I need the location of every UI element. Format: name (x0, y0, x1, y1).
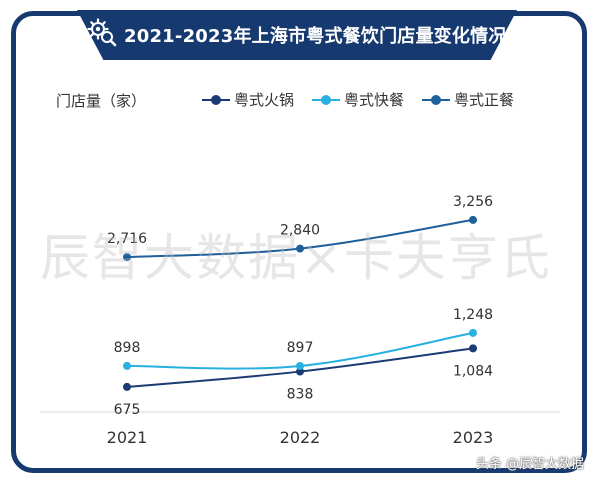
data-label-fastfood-2021: 898 (114, 340, 141, 356)
data-label-hotpot-2022: 838 (287, 387, 314, 403)
data-label-fastfood-2022: 897 (287, 340, 314, 356)
chart-card (11, 11, 587, 473)
x-tick-label-2023: 2023 (453, 428, 494, 447)
data-label-hotpot-2023: 1,084 (453, 363, 493, 379)
gear-magnifier-icon (87, 18, 117, 47)
title-banner (77, 10, 517, 60)
legend-label-formal: 粤式正餐 (454, 91, 515, 109)
legend-swatch-hotpot (202, 94, 230, 106)
data-label-formal-2022: 2,840 (280, 223, 320, 239)
data-point-hotpot-2022 (296, 367, 304, 376)
data-point-hotpot-2023 (469, 344, 477, 353)
corner-watermark: 头条 @辰智大数据 (475, 457, 584, 472)
legend-item-fastfood: 粤式快餐 (312, 89, 404, 110)
legend-label-fastfood: 粤式快餐 (344, 91, 405, 109)
legend: 粤式火锅 粤式快餐 粤式正餐 (202, 89, 514, 110)
data-point-formal-2021 (123, 253, 131, 262)
data-point-hotpot-2021 (123, 382, 131, 391)
data-label-fastfood-2023: 1,248 (453, 307, 493, 323)
data-point-formal-2023 (469, 215, 477, 224)
plot-area: 2021 2022 2023 675 838 1,084 898 897 1,248 2,716 2… (40, 194, 560, 447)
legend-swatch-fastfood (312, 94, 341, 106)
chart-title: 2021-2023年上海市粤式餐饮门店量变化情况 (124, 26, 507, 47)
data-point-fastfood-2021 (123, 361, 131, 370)
x-tick-label-2021: 2021 (107, 428, 148, 447)
legend-swatch-formal (422, 94, 451, 106)
data-point-fastfood-2023 (469, 328, 477, 337)
data-point-formal-2022 (296, 244, 304, 253)
legend-item-formal: 粤式正餐 (422, 89, 514, 110)
data-label-hotpot-2021: 675 (114, 402, 141, 418)
data-label-formal-2023: 3,256 (453, 194, 493, 210)
data-label-formal-2021: 2,716 (107, 231, 147, 247)
legend-item-hotpot: 粤式火锅 (202, 89, 294, 110)
legend-label-hotpot: 粤式火锅 (234, 91, 295, 109)
y-axis-label: 门店量（家） (56, 92, 147, 110)
data-point-fastfood-2022 (296, 361, 304, 370)
x-tick-label-2022: 2022 (280, 428, 321, 447)
